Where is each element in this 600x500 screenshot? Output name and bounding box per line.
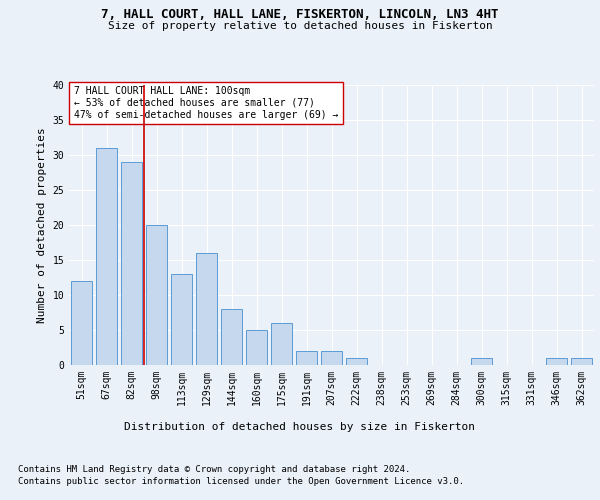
Bar — [296, 351, 317, 365]
Bar — [471, 358, 492, 365]
Bar — [321, 351, 342, 365]
Text: Size of property relative to detached houses in Fiskerton: Size of property relative to detached ho… — [107, 21, 493, 31]
Bar — [71, 281, 92, 365]
Bar — [246, 330, 267, 365]
Text: 7 HALL COURT HALL LANE: 100sqm
← 53% of detached houses are smaller (77)
47% of : 7 HALL COURT HALL LANE: 100sqm ← 53% of … — [74, 86, 338, 120]
Y-axis label: Number of detached properties: Number of detached properties — [37, 127, 47, 323]
Bar — [96, 148, 117, 365]
Bar — [221, 309, 242, 365]
Bar — [571, 358, 592, 365]
Text: Contains public sector information licensed under the Open Government Licence v3: Contains public sector information licen… — [18, 478, 464, 486]
Bar — [271, 323, 292, 365]
Bar — [121, 162, 142, 365]
Text: Contains HM Land Registry data © Crown copyright and database right 2024.: Contains HM Land Registry data © Crown c… — [18, 465, 410, 474]
Bar — [196, 253, 217, 365]
Text: Distribution of detached houses by size in Fiskerton: Distribution of detached houses by size … — [125, 422, 476, 432]
Text: 7, HALL COURT, HALL LANE, FISKERTON, LINCOLN, LN3 4HT: 7, HALL COURT, HALL LANE, FISKERTON, LIN… — [101, 8, 499, 20]
Bar — [546, 358, 567, 365]
Bar — [146, 225, 167, 365]
Bar — [171, 274, 192, 365]
Bar — [346, 358, 367, 365]
